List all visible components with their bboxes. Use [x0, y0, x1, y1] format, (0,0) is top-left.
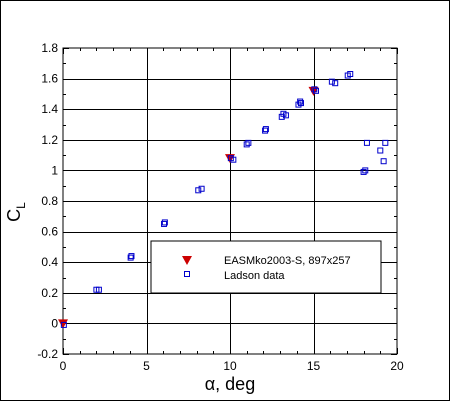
ladson-marker [347, 71, 354, 78]
ladson-marker [262, 126, 269, 133]
y-tick-label: 0.6 [41, 225, 58, 239]
ladson-marker [128, 253, 135, 260]
y-axis-title-main: C [4, 209, 24, 222]
ladson-marker [161, 219, 168, 226]
easm-marker [58, 319, 68, 329]
ladson-marker [313, 87, 320, 94]
ladson-marker [161, 220, 168, 227]
y-axis-title: CL [4, 202, 28, 222]
legend-label-easm: EASMko2003-S, 897x257 [224, 255, 351, 267]
y-tick-label: 0.8 [41, 194, 58, 208]
ladson-marker [332, 80, 339, 87]
y-tick-label: 0.2 [41, 286, 58, 300]
y-tick-label: 1.8 [41, 41, 58, 55]
ladson-marker [362, 167, 369, 174]
ladson-marker [95, 286, 102, 293]
x-tick-labels: 0 5 10 15 20 [60, 359, 404, 373]
ladson-marker [360, 168, 367, 175]
x-tick-label: 15 [307, 359, 321, 373]
svg-text:CL: CL [4, 202, 28, 222]
legend-label-ladson: Ladson data [224, 270, 285, 282]
legend: EASMko2003-S, 897x257 Ladson data [150, 240, 382, 294]
y-tick-labels: -0.2 0 0.2 0.4 0.6 0.8 1 1.2 1.4 1.6 1.8 [37, 41, 58, 361]
easm-marker [225, 154, 235, 164]
data-markers [58, 71, 389, 329]
y-tick-label: 1.4 [41, 102, 58, 116]
ladson-marker [60, 321, 67, 328]
ladson-marker [230, 156, 237, 163]
x-tick-label: 5 [143, 359, 150, 373]
ladson-marker [363, 139, 370, 146]
legend-box [150, 240, 382, 294]
ladson-marker [262, 127, 269, 134]
x-axis-title-rest: , deg [215, 374, 255, 394]
ladson-marker [195, 187, 202, 194]
y-tick-label: -0.2 [37, 347, 58, 361]
ladson-marker [380, 158, 387, 165]
x-axis-title-symbol: α [205, 374, 215, 394]
ladson-marker [377, 147, 384, 154]
x-axis-title: α, deg [205, 374, 255, 394]
ladson-marker [297, 100, 304, 107]
y-tick-label: 0.4 [41, 255, 58, 269]
x-tick-label: 10 [223, 359, 237, 373]
y-tick-label: 1 [51, 163, 58, 177]
y-tick-label: 1.6 [41, 72, 58, 86]
ladson-marker [282, 112, 289, 119]
ladson-marker [245, 139, 252, 146]
y-axis-title-sub: L [14, 202, 28, 209]
ladson-marker [328, 78, 335, 85]
x-tick-label: 0 [60, 359, 67, 373]
legend-marker-easm [182, 256, 192, 265]
x-tick-label: 20 [390, 359, 404, 373]
ladson-marker [311, 86, 318, 93]
axis-ticks [63, 48, 398, 355]
y-tick-label: 1.2 [41, 133, 58, 147]
y-tick-label: 0 [51, 316, 58, 330]
ladson-marker [382, 139, 389, 146]
ladson-marker [243, 141, 250, 148]
legend-marker-ladson [184, 271, 190, 277]
ladson-marker [198, 185, 205, 192]
ladson-marker [127, 254, 134, 261]
ladson-marker [297, 98, 304, 105]
ladson-marker [278, 113, 285, 120]
